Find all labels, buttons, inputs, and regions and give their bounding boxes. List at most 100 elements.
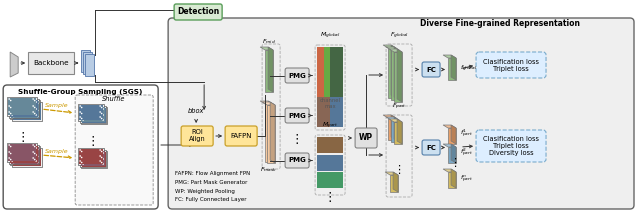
Polygon shape	[443, 169, 456, 172]
Polygon shape	[268, 101, 273, 162]
Text: $F_{global}$: $F_{global}$	[390, 31, 408, 41]
Circle shape	[10, 107, 12, 108]
FancyBboxPatch shape	[422, 62, 440, 77]
Circle shape	[99, 155, 101, 157]
FancyBboxPatch shape	[181, 126, 213, 146]
Bar	[317, 97, 343, 127]
Circle shape	[35, 154, 37, 156]
Text: PMG: PMG	[288, 112, 306, 118]
Circle shape	[37, 116, 38, 117]
Polygon shape	[391, 115, 396, 140]
Bar	[317, 47, 343, 97]
FancyBboxPatch shape	[422, 140, 440, 155]
Circle shape	[102, 114, 104, 116]
Text: ⋮: ⋮	[449, 158, 461, 168]
Circle shape	[33, 144, 34, 146]
Circle shape	[81, 157, 83, 158]
Text: Diverse Fine-grained Representation: Diverse Fine-grained Representation	[420, 20, 580, 29]
Circle shape	[13, 162, 15, 163]
Circle shape	[8, 105, 10, 107]
FancyBboxPatch shape	[3, 85, 158, 209]
Bar	[317, 172, 343, 188]
Circle shape	[102, 108, 104, 110]
FancyBboxPatch shape	[75, 95, 153, 205]
Polygon shape	[385, 172, 398, 175]
Polygon shape	[265, 104, 273, 162]
Polygon shape	[388, 118, 396, 140]
Polygon shape	[394, 122, 402, 144]
Text: $F_{mask}$: $F_{mask}$	[260, 165, 278, 174]
Bar	[82, 152, 106, 167]
Circle shape	[79, 116, 81, 118]
Text: ⋮: ⋮	[394, 165, 404, 175]
Circle shape	[13, 149, 15, 150]
Circle shape	[33, 98, 34, 100]
Text: Detection: Detection	[177, 7, 220, 16]
Circle shape	[83, 114, 84, 116]
Bar	[9, 144, 38, 164]
Text: Backbone: Backbone	[33, 60, 69, 66]
Text: PMG: PMG	[288, 157, 306, 164]
Text: $F_{part}$: $F_{part}$	[392, 102, 406, 112]
Text: FAFPN: Flow Alignment FPN: FAFPN: Flow Alignment FPN	[175, 170, 250, 176]
Text: WP: WP	[359, 134, 373, 142]
Bar	[11, 101, 39, 118]
Bar	[79, 149, 103, 164]
Circle shape	[79, 149, 81, 151]
Bar	[10, 146, 40, 165]
Circle shape	[35, 147, 37, 149]
Polygon shape	[394, 47, 399, 100]
Bar	[11, 147, 39, 164]
Text: WP: Weighted Pooling: WP: Weighted Pooling	[175, 189, 235, 193]
Circle shape	[81, 118, 83, 119]
Text: $M_{part}$: $M_{part}$	[322, 121, 339, 131]
Text: ROI
Align: ROI Align	[189, 130, 205, 142]
Circle shape	[99, 111, 101, 113]
Bar	[28, 52, 74, 74]
Circle shape	[79, 105, 81, 107]
FancyBboxPatch shape	[285, 153, 309, 168]
Polygon shape	[448, 172, 456, 188]
Bar	[10, 145, 38, 163]
Circle shape	[35, 108, 37, 110]
Circle shape	[12, 160, 13, 162]
Circle shape	[99, 149, 101, 151]
Text: FC: FC	[426, 144, 436, 151]
Text: $f^{1}_{part}$: $f^{1}_{part}$	[460, 128, 474, 140]
Text: ⋮: ⋮	[86, 134, 99, 147]
Bar	[7, 143, 37, 162]
Circle shape	[12, 114, 13, 116]
FancyBboxPatch shape	[476, 52, 546, 78]
Text: Shuffle: Shuffle	[102, 96, 126, 102]
Circle shape	[13, 116, 15, 117]
Polygon shape	[386, 47, 399, 50]
Circle shape	[79, 111, 81, 113]
Circle shape	[13, 103, 15, 104]
Bar	[7, 97, 37, 116]
FancyBboxPatch shape	[225, 126, 257, 146]
Bar	[79, 105, 106, 122]
Polygon shape	[268, 47, 273, 92]
Polygon shape	[270, 102, 275, 163]
Circle shape	[34, 113, 35, 114]
Circle shape	[83, 108, 84, 110]
Polygon shape	[448, 147, 456, 163]
Bar	[317, 47, 324, 97]
Bar	[317, 155, 343, 171]
Bar	[12, 102, 42, 121]
Bar	[79, 150, 106, 167]
Circle shape	[101, 118, 102, 119]
Circle shape	[35, 160, 37, 162]
Circle shape	[12, 101, 13, 103]
Polygon shape	[443, 55, 456, 58]
Text: $f^{2}_{part}$: $f^{2}_{part}$	[460, 147, 474, 159]
Bar	[9, 98, 38, 118]
Circle shape	[83, 119, 84, 121]
Circle shape	[83, 158, 84, 160]
Circle shape	[37, 110, 38, 111]
Bar	[85, 54, 94, 76]
Bar	[83, 52, 92, 74]
Text: $M_{global}$: $M_{global}$	[320, 31, 340, 41]
Polygon shape	[391, 50, 399, 100]
Bar	[78, 104, 104, 121]
